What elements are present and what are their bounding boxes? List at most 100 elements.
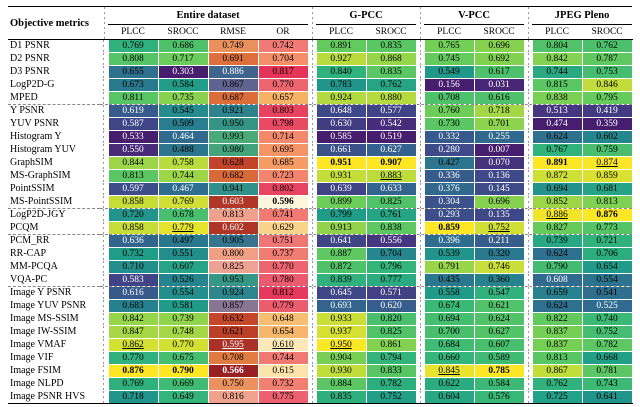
metric-value-cell: 0.927 bbox=[315, 52, 367, 66]
metric-value-cell: 0.808 bbox=[107, 52, 159, 66]
metric-value-cell: 0.474 bbox=[531, 117, 583, 131]
metric-value-cell: 0.785 bbox=[473, 364, 525, 378]
metric-value-cell: 0.696 bbox=[473, 195, 525, 209]
metric-value-cell: 0.513 bbox=[531, 104, 583, 118]
metric-value-cell: 0.817 bbox=[257, 65, 309, 79]
metric-value-cell: 0.950 bbox=[207, 117, 259, 131]
table-row: D1 PSNR 0.769 0.686 0.749 0.742 0.891 0.835 0.7… bbox=[8, 39, 633, 53]
metric-value-cell: 0.704 bbox=[257, 52, 309, 66]
column-gap bbox=[308, 273, 317, 287]
subheader-srocc: SROCC bbox=[366, 24, 417, 40]
metric-value-cell: 0.735 bbox=[157, 91, 209, 105]
column-gap bbox=[416, 130, 425, 144]
metric-value-cell: 0.687 bbox=[207, 91, 259, 105]
metric-value-cell: 0.624 bbox=[531, 247, 583, 261]
column-gap bbox=[100, 377, 108, 391]
metric-value-cell: 0.621 bbox=[207, 325, 259, 339]
metric-value-cell: 0.822 bbox=[531, 312, 583, 326]
column-gap bbox=[100, 247, 108, 261]
metric-value-cell: 0.790 bbox=[531, 260, 583, 274]
metric-value-cell: 0.691 bbox=[207, 52, 259, 66]
metric-value-cell: 0.551 bbox=[157, 247, 209, 261]
metric-value-cell: 0.951 bbox=[315, 156, 367, 170]
metric-value-cell: 0.839 bbox=[315, 273, 367, 287]
metric-value-cell: 0.694 bbox=[423, 312, 475, 326]
table-row: D3 PSNR 0.655 0.303 0.886 0.817 0.840 0.835 0.5… bbox=[8, 65, 633, 79]
table-row: RR-CAP 0.732 0.551 0.800 0.737 0.887 0.704 0.53… bbox=[8, 247, 633, 261]
metric-value-cell: 0.706 bbox=[581, 247, 633, 261]
metric-value-cell: 0.542 bbox=[365, 117, 417, 131]
column-gap bbox=[416, 260, 425, 274]
metric-value-cell: 0.280 bbox=[423, 143, 475, 157]
column-gap bbox=[416, 156, 425, 170]
metric-value-cell: 0.467 bbox=[157, 182, 209, 196]
metric-value-cell: 0.714 bbox=[257, 130, 309, 144]
metric-value-cell: 0.031 bbox=[473, 78, 525, 92]
metric-value-cell: 0.525 bbox=[581, 299, 633, 313]
metric-value-cell: 0.872 bbox=[531, 169, 583, 183]
metric-value-cell: 0.396 bbox=[423, 234, 475, 248]
metric-value-cell: 0.779 bbox=[257, 299, 309, 313]
column-gap bbox=[524, 195, 533, 209]
column-gap bbox=[100, 195, 108, 209]
table-row: Y PSNR 0.619 0.545 0.921 0.803 0.648 0.577 0.76… bbox=[8, 104, 633, 118]
metric-value-cell: 0.921 bbox=[207, 104, 259, 118]
column-gap bbox=[416, 104, 425, 118]
metric-value-cell: 0.682 bbox=[207, 169, 259, 183]
metric-value-cell: 0.886 bbox=[531, 208, 583, 222]
column-gap bbox=[524, 299, 533, 313]
metric-value-cell: 0.725 bbox=[531, 390, 583, 404]
metric-name: RR-CAP bbox=[8, 247, 100, 261]
metric-value-cell: 0.376 bbox=[423, 182, 475, 196]
subheader-or: OR bbox=[258, 24, 309, 40]
metric-value-cell: 0.783 bbox=[315, 78, 367, 92]
metric-value-cell: 0.303 bbox=[157, 65, 209, 79]
column-gap bbox=[308, 208, 317, 222]
column-gap bbox=[100, 299, 108, 313]
metric-value-cell: 0.597 bbox=[107, 182, 159, 196]
metric-value-cell: 0.583 bbox=[107, 273, 159, 287]
metric-value-cell: 0.576 bbox=[473, 390, 525, 404]
metric-value-cell: 0.811 bbox=[107, 91, 159, 105]
metric-value-cell: 0.762 bbox=[531, 377, 583, 391]
metric-value-cell: 0.701 bbox=[473, 117, 525, 131]
metric-value-cell: 0.156 bbox=[423, 78, 475, 92]
metric-value-cell: 0.813 bbox=[531, 351, 583, 365]
metric-value-cell: 0.852 bbox=[531, 195, 583, 209]
metric-value-cell: 0.782 bbox=[581, 338, 633, 352]
column-gap bbox=[308, 195, 317, 209]
metric-value-cell: 0.627 bbox=[365, 143, 417, 157]
metric-value-cell: 0.633 bbox=[365, 182, 417, 196]
table-row: VQA-PC 0.583 0.526 0.953 0.780 0.839 0.777 0.43… bbox=[8, 273, 633, 287]
metric-name: LogP2D-G bbox=[8, 78, 100, 92]
metric-value-cell: 0.145 bbox=[473, 182, 525, 196]
metric-value-cell: 0.639 bbox=[315, 182, 367, 196]
metric-value-cell: 0.857 bbox=[207, 299, 259, 313]
column-gap bbox=[308, 377, 317, 391]
metric-value-cell: 0.862 bbox=[107, 338, 159, 352]
metric-value-cell: 0.980 bbox=[207, 143, 259, 157]
metric-value-cell: 0.781 bbox=[581, 364, 633, 378]
column-gap bbox=[524, 351, 533, 365]
table-row: YUV PSNR 0.587 0.509 0.950 0.798 0.630 0.542 0.… bbox=[8, 117, 633, 131]
column-gap bbox=[308, 52, 317, 66]
column-gap bbox=[100, 338, 108, 352]
metric-value-cell: 0.787 bbox=[581, 52, 633, 66]
metric-value-cell: 0.659 bbox=[531, 286, 583, 300]
metric-value-cell: 0.607 bbox=[157, 260, 209, 274]
column-gap bbox=[100, 78, 108, 92]
metric-name: D3 PSNR bbox=[8, 65, 100, 79]
metric-value-cell: 0.880 bbox=[365, 91, 417, 105]
metric-value-cell: 0.858 bbox=[107, 195, 159, 209]
metric-value-cell: 0.802 bbox=[257, 182, 309, 196]
metric-value-cell: 0.815 bbox=[531, 78, 583, 92]
metric-value-cell: 0.488 bbox=[157, 143, 209, 157]
column-gap bbox=[524, 182, 533, 196]
metric-value-cell: 0.740 bbox=[581, 312, 633, 326]
metric-value-cell: 0.655 bbox=[107, 65, 159, 79]
table-row: MS-GraphSIM 0.813 0.744 0.682 0.723 0.931 0.88… bbox=[8, 169, 633, 183]
column-gap bbox=[524, 221, 533, 235]
column-gap bbox=[416, 325, 425, 339]
metric-value-cell: 0.775 bbox=[257, 390, 309, 404]
metric-value-cell: 0.648 bbox=[315, 104, 367, 118]
